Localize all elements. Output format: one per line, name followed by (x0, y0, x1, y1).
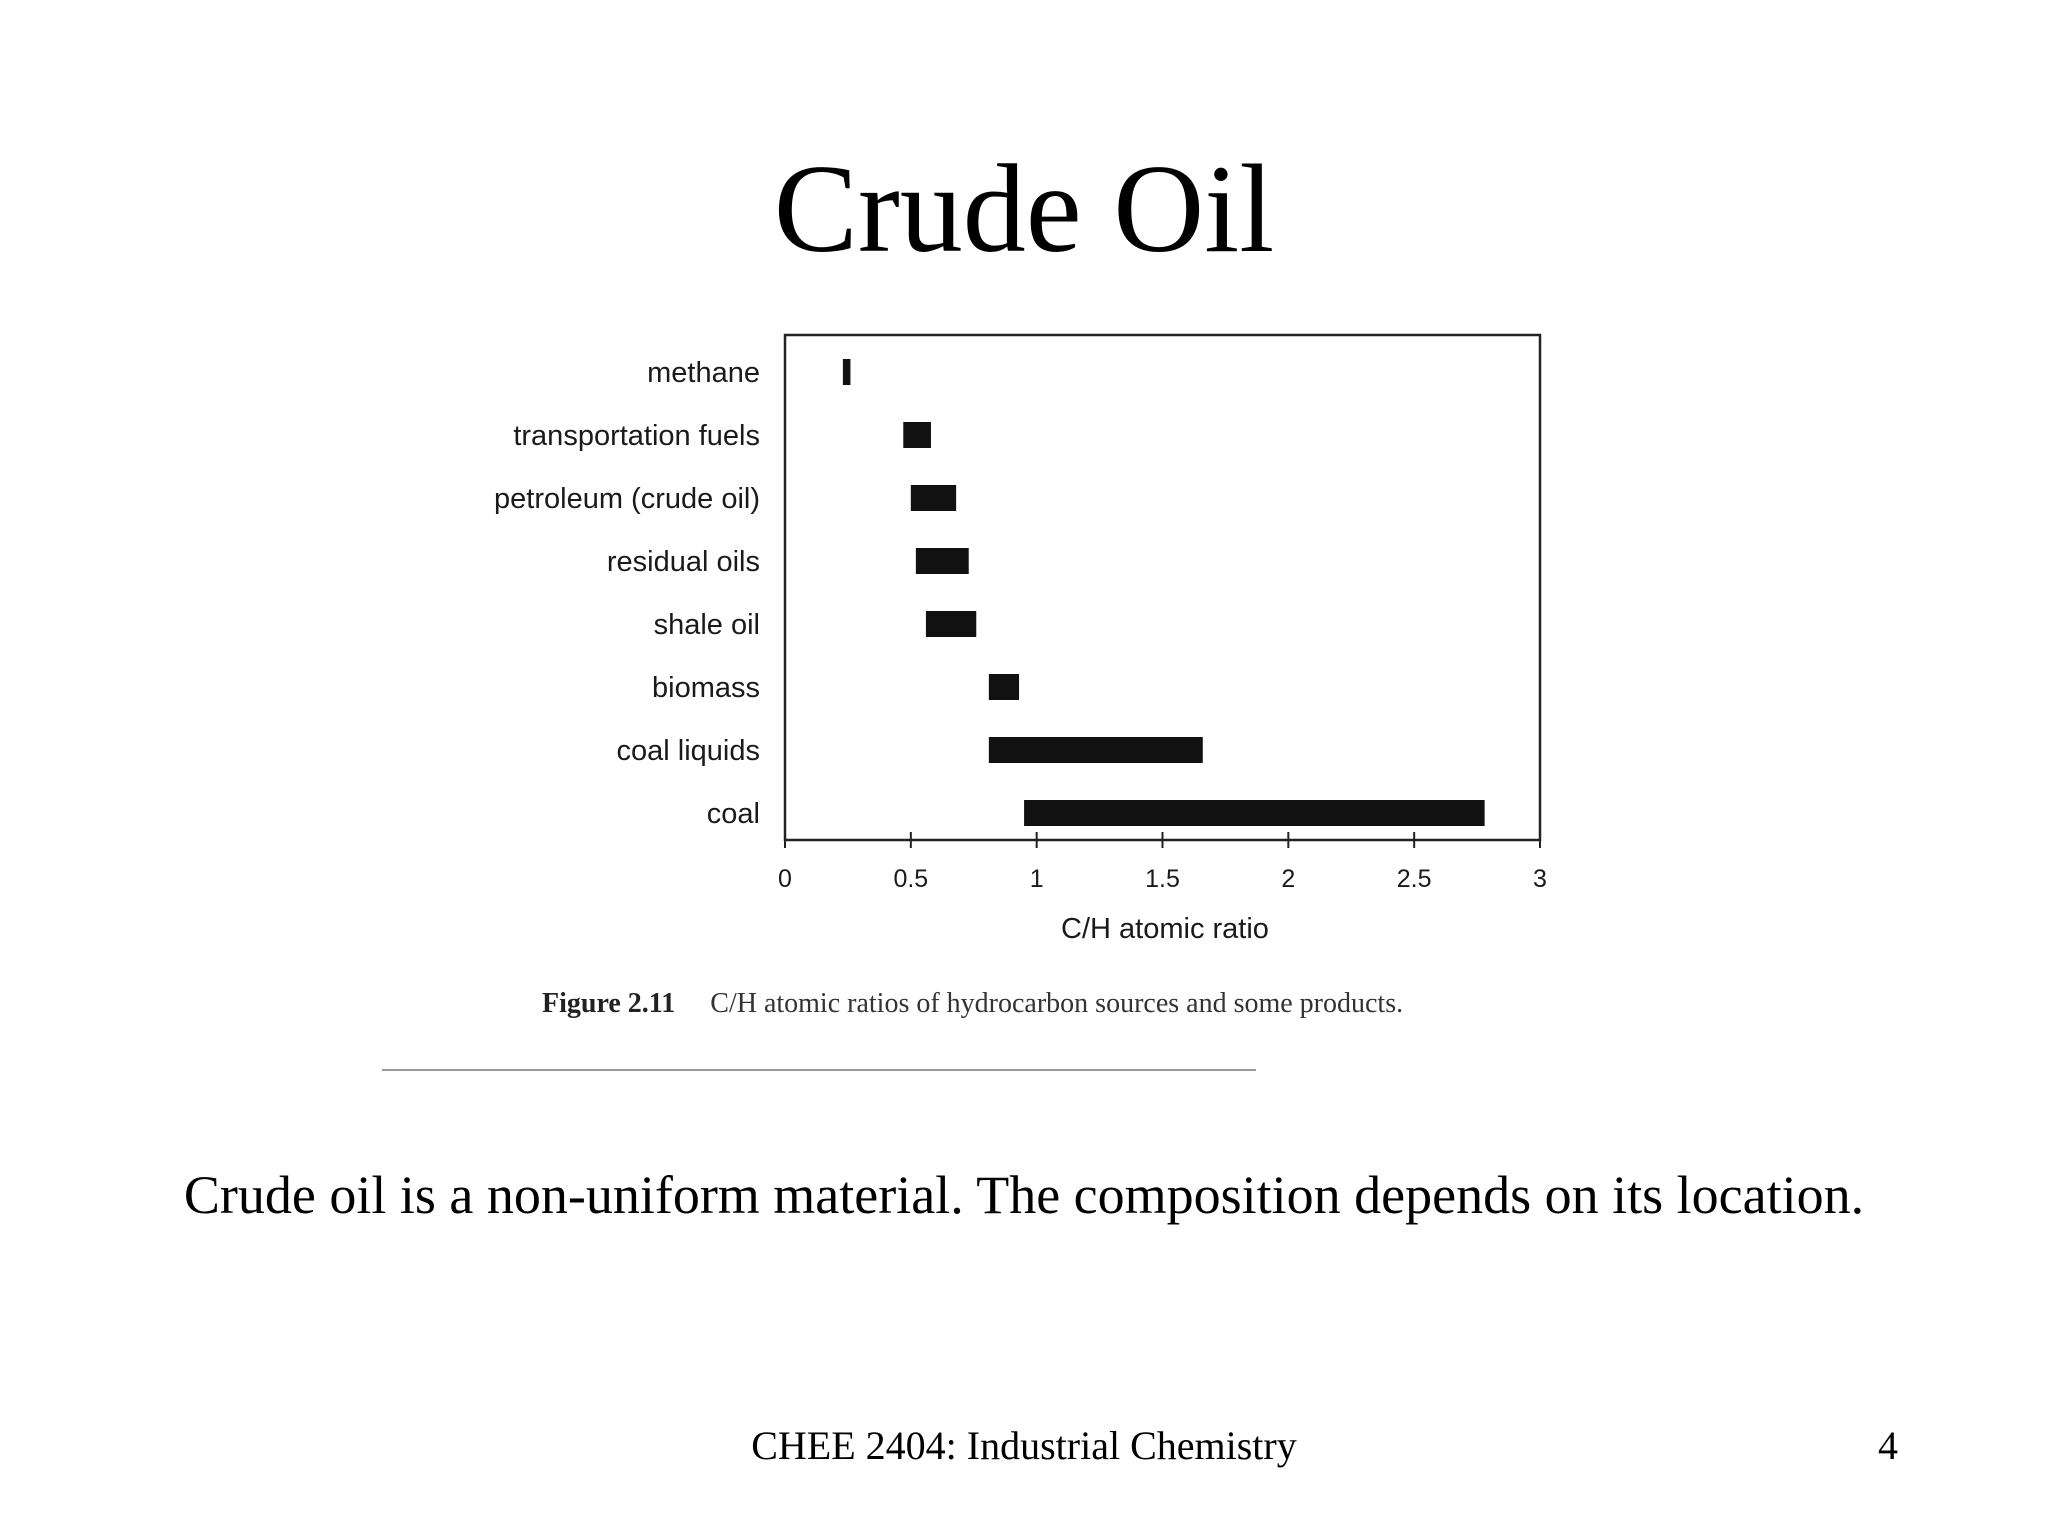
figure-label: Figure 2.11 (542, 988, 676, 1019)
bar-shale-oil (925, 611, 977, 637)
category-label: petroleum (crude oil) (494, 483, 760, 515)
x-tick-label: 0.5 (893, 865, 928, 893)
bar-petroleum-crude-oil (910, 485, 957, 511)
category-label: shale oil (654, 609, 760, 641)
x-axis-ticks: 0 0.5 1 1.5 2 2.5 3 (778, 832, 1547, 893)
x-tick-label: 0 (778, 865, 792, 893)
category-labels: methane transportation fuels petroleum (cr… (494, 357, 760, 830)
bar-coal (1024, 800, 1485, 826)
bar-coal-liquids (988, 737, 1203, 763)
x-tick-label: 3 (1533, 865, 1547, 893)
caption-divider (382, 1069, 1256, 1071)
x-tick-label: 2 (1281, 865, 1295, 893)
x-axis-label: C/H atomic ratio (1061, 913, 1269, 945)
x-tick-label: 1.5 (1145, 865, 1180, 893)
bars-layer (842, 359, 1485, 826)
cH-ratio-chart: methane transportation fuels petroleum (cr… (494, 333, 1547, 945)
figure-caption-text: C/H atomic ratios of hydrocarbon sources… (710, 988, 1404, 1019)
bar-biomass (988, 674, 1020, 700)
bar-residual-oils (915, 548, 969, 574)
category-label: residual oils (607, 546, 760, 578)
page-number: 4 (1878, 1423, 1898, 1468)
figure-caption: Figure 2.11 C/H atomic ratios of hydroca… (542, 988, 1403, 1020)
bar-methane (842, 359, 851, 385)
category-label: coal (707, 798, 760, 830)
slide-title: Crude Oil (773, 140, 1275, 279)
category-label: transportation fuels (513, 420, 760, 452)
x-tick-label: 2.5 (1397, 865, 1432, 893)
x-tick-label: 1 (1030, 865, 1044, 893)
category-label: methane (647, 357, 760, 389)
bar-transportation-fuels (903, 422, 931, 448)
plot-frame (783, 333, 1542, 842)
footer-course-title: CHEE 2404: Industrial Chemistry (751, 1423, 1297, 1468)
body-text: Crude oil is a non-uniform material. The… (183, 1165, 1865, 1225)
category-label: coal liquids (617, 735, 760, 767)
category-label: biomass (652, 672, 760, 704)
